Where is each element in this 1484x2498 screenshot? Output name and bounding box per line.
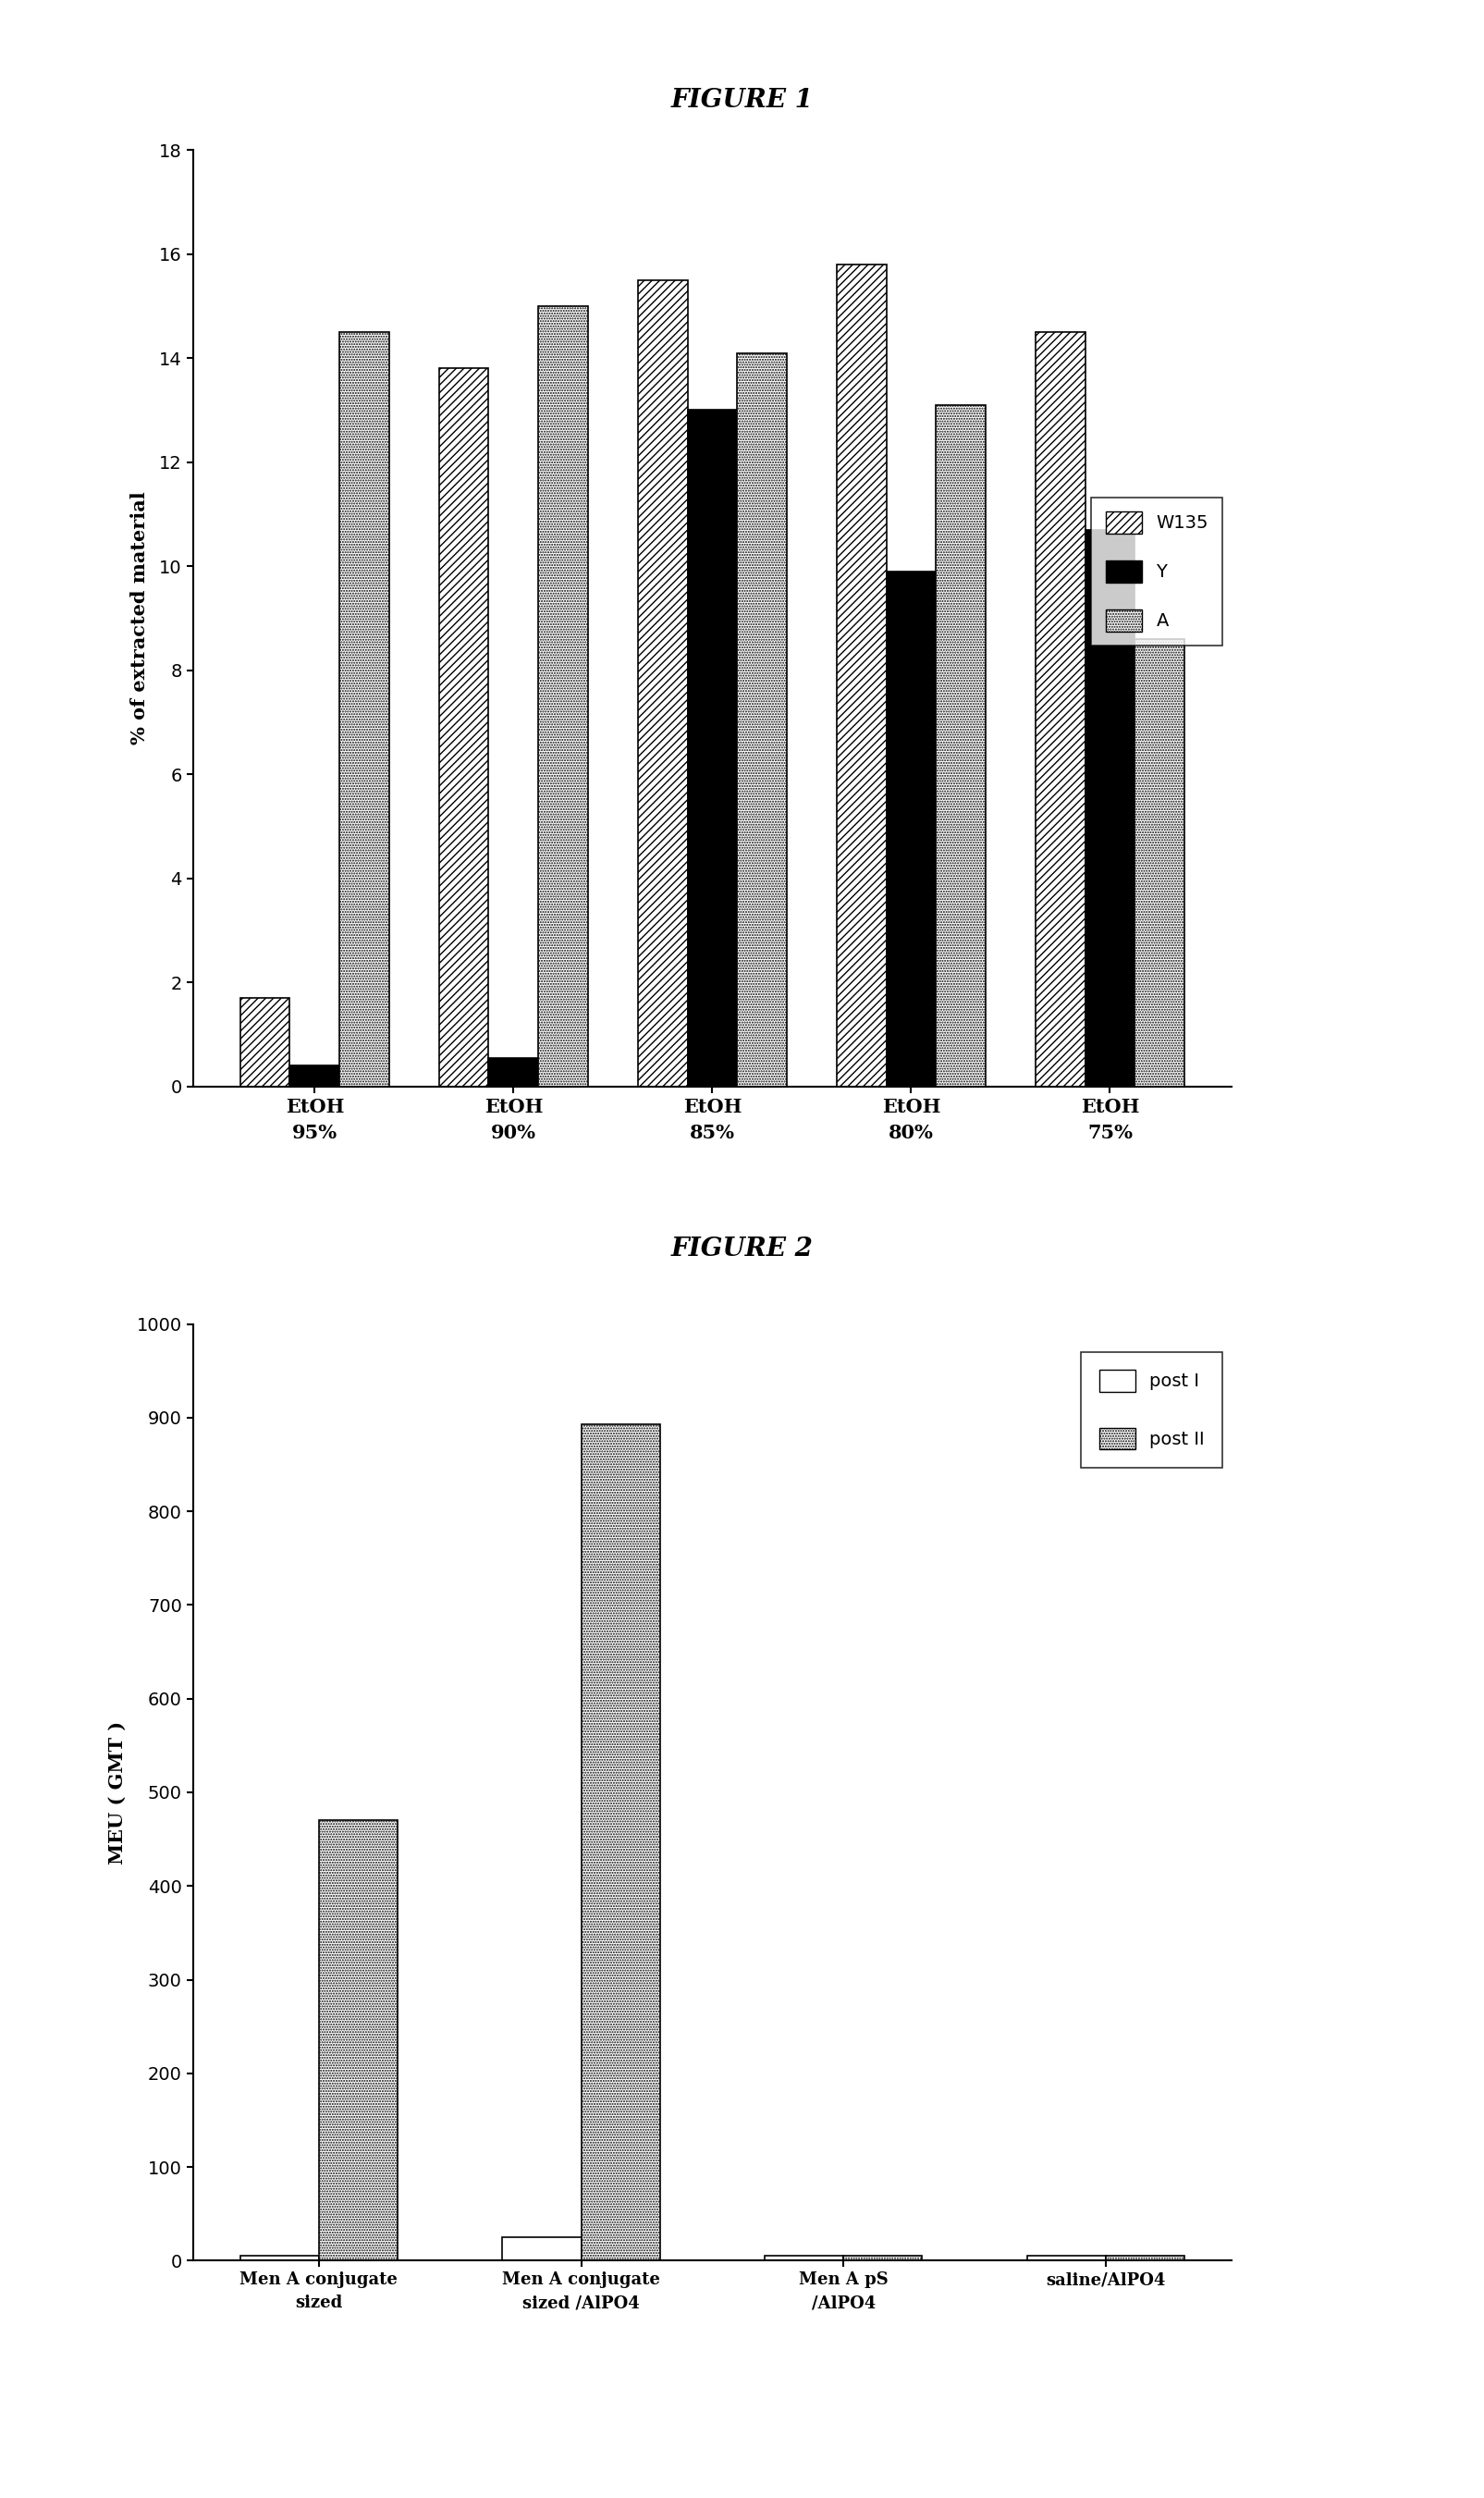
Bar (1036, 332, 1085, 1087)
Bar (843, 2256, 922, 2261)
Bar (289, 1067, 340, 1087)
Bar (240, 2256, 319, 2261)
Bar (319, 1821, 398, 2261)
Bar (1135, 639, 1184, 1087)
Bar (687, 410, 738, 1087)
Bar (503, 2238, 582, 2261)
Y-axis label: MEU ( GMT ): MEU ( GMT ) (108, 1721, 126, 1864)
Bar (340, 332, 389, 1087)
Bar (1106, 2256, 1184, 2261)
Bar (764, 2256, 843, 2261)
Bar (936, 405, 985, 1087)
Y-axis label: % of extracted material: % of extracted material (131, 492, 148, 744)
Bar (886, 572, 936, 1087)
Bar (638, 280, 687, 1087)
Bar (1085, 530, 1135, 1087)
Bar (488, 1059, 539, 1087)
Bar (837, 265, 886, 1087)
Text: FIGURE 2: FIGURE 2 (671, 1237, 813, 1261)
Bar (582, 1424, 660, 2261)
Legend: post I, post II: post I, post II (1082, 1351, 1223, 1466)
Bar (240, 999, 289, 1087)
Legend: W135, Y, A: W135, Y, A (1091, 497, 1223, 644)
Bar (738, 352, 787, 1087)
Bar (539, 305, 588, 1087)
Text: FIGURE 1: FIGURE 1 (671, 87, 813, 112)
Bar (439, 367, 488, 1087)
Bar (1027, 2256, 1106, 2261)
